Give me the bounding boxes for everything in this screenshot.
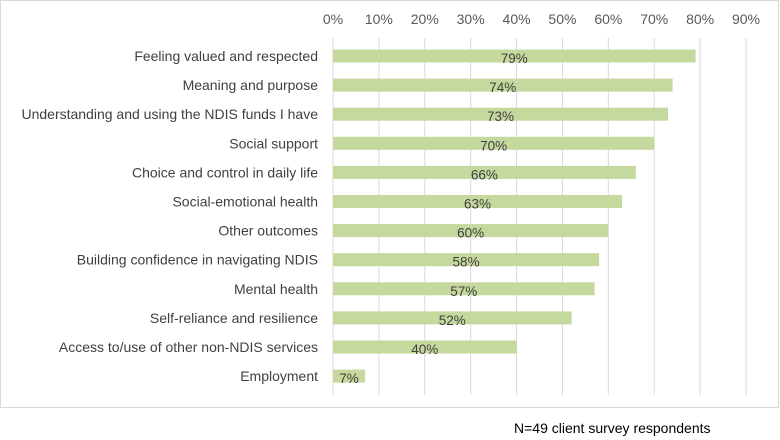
category-label: Feeling valued and respected	[134, 48, 318, 64]
x-tick-label: 90%	[732, 11, 760, 27]
data-label: 63%	[464, 197, 491, 212]
data-label: 7%	[339, 371, 359, 386]
data-label: 70%	[480, 138, 507, 153]
x-tick-label: 50%	[548, 11, 576, 27]
bar	[333, 224, 609, 238]
bar	[333, 282, 595, 296]
sample-size-note: N=49 client survey respondents	[514, 420, 711, 436]
category-label: Social support	[229, 135, 318, 151]
x-tick-label: 0%	[323, 11, 343, 27]
bar	[333, 311, 572, 325]
category-label: Social-emotional health	[172, 194, 318, 210]
data-label: 52%	[439, 313, 466, 328]
category-label: Other outcomes	[218, 223, 318, 239]
bar	[333, 136, 655, 150]
category-label: Mental health	[234, 281, 318, 297]
data-label: 58%	[453, 255, 480, 270]
data-label: 66%	[471, 167, 498, 182]
x-tick-label: 70%	[640, 11, 668, 27]
bar	[333, 165, 636, 179]
bar	[333, 253, 600, 267]
gridlines	[332, 38, 747, 395]
x-tick-label: 40%	[503, 11, 531, 27]
x-axis-ticks: 0% 10% 20% 30% 40% 50% 60% 70% 80% 90%	[323, 11, 760, 27]
x-tick-label: 80%	[686, 11, 714, 27]
bar	[333, 49, 696, 63]
category-label: Employment	[240, 368, 318, 384]
category-label: Access to/use of other non-NDIS services	[59, 339, 318, 355]
bar	[333, 369, 366, 383]
data-labels: 79% 74% 73% 70% 66% 63% 60% 58% 57% 52%40% 7%	[339, 51, 527, 386]
category-label: Building confidence in navigating NDIS	[77, 252, 318, 268]
category-label: Meaning and purpose	[183, 77, 319, 93]
data-label: 57%	[450, 284, 477, 299]
x-tick-label: 20%	[411, 11, 439, 27]
bar	[333, 195, 623, 208]
data-label: 60%	[457, 226, 484, 241]
bars	[333, 49, 696, 383]
data-label: 73%	[487, 109, 514, 124]
category-labels: Feeling valued and respected Meaning and …	[21, 48, 318, 384]
category-label: Understanding and using the NDIS funds I…	[21, 106, 318, 122]
data-label: 79%	[501, 51, 528, 66]
x-tick-label: 10%	[365, 11, 393, 27]
data-label: 40%	[411, 342, 438, 357]
bar-chart: 0% 10% 20% 30% 40% 50% 60% 70% 80% 90% Feeling va…	[21, 11, 760, 395]
x-tick-label: 30%	[457, 11, 485, 27]
x-tick-label: 60%	[594, 11, 622, 27]
bar	[333, 107, 668, 121]
bar	[333, 340, 517, 354]
bar	[333, 78, 673, 92]
data-label: 74%	[489, 80, 516, 95]
category-label: Choice and control in daily life	[132, 164, 318, 180]
category-label: Self-reliance and resilience	[150, 310, 318, 326]
